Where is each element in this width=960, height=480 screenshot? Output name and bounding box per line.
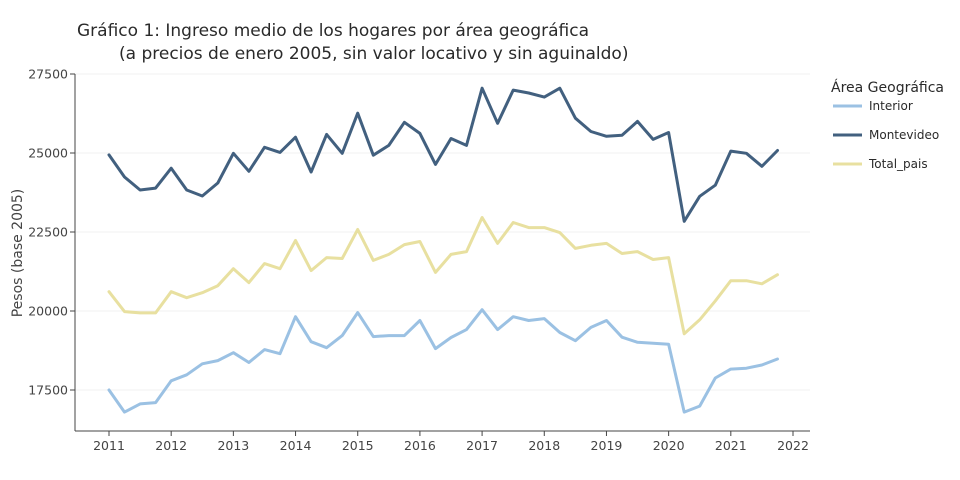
legend-label: Interior: [869, 99, 913, 113]
series-line-total_pais: [107, 216, 779, 336]
chart-title: Gráfico 1: Ingreso medio de los hogares …: [77, 21, 628, 64]
y-tick-label: 25000: [28, 146, 68, 161]
x-tick-label: 2014: [280, 438, 312, 453]
x-tick-label: 2015: [342, 438, 374, 453]
series-lines: [107, 86, 779, 414]
y-tick-label: 27500: [28, 67, 68, 82]
legend-label: Montevideo: [869, 128, 939, 142]
x-tick-label: 2011: [93, 438, 125, 453]
x-tick-label: 2022: [777, 438, 809, 453]
series-line-montevideo: [107, 86, 779, 223]
x-tick-label: 2021: [715, 438, 747, 453]
series-line-interior: [107, 308, 779, 414]
legend-item-total_pais[interactable]: Total_pais: [833, 157, 928, 171]
y-axis-ticks: 17500 20000 22500 25000 27500: [28, 67, 75, 398]
x-tick-label: 2018: [528, 438, 560, 453]
legend: Área Geográfica Interior Montevideo Total_…: [831, 79, 944, 171]
legend-item-montevideo[interactable]: Montevideo: [833, 128, 939, 142]
y-tick-label: 20000: [28, 304, 68, 319]
x-tick-label: 2013: [217, 438, 249, 453]
x-tick-label: 2019: [591, 438, 623, 453]
x-tick-label: 2020: [653, 438, 685, 453]
x-tick-label: 2016: [404, 438, 436, 453]
chart-title-line2: (a precios de enero 2005, sin valor loca…: [119, 44, 628, 64]
gridlines: [75, 73, 810, 391]
x-tick-label: 2017: [466, 438, 498, 453]
x-tick-label: 2012: [155, 438, 187, 453]
legend-title: Área Geográfica: [831, 79, 944, 96]
chart-title-line1: Gráfico 1: Ingreso medio de los hogares …: [77, 21, 589, 41]
x-axis-ticks: 2011 2012 2013 2014 2015 2016 2017 2018 2019 2020…: [93, 431, 809, 453]
y-tick-label: 22500: [28, 225, 68, 240]
legend-label: Total_pais: [868, 157, 928, 171]
y-tick-label: 17500: [28, 383, 68, 398]
legend-item-interior[interactable]: Interior: [833, 99, 913, 113]
y-axis-label: Pesos (base 2005): [10, 189, 26, 318]
